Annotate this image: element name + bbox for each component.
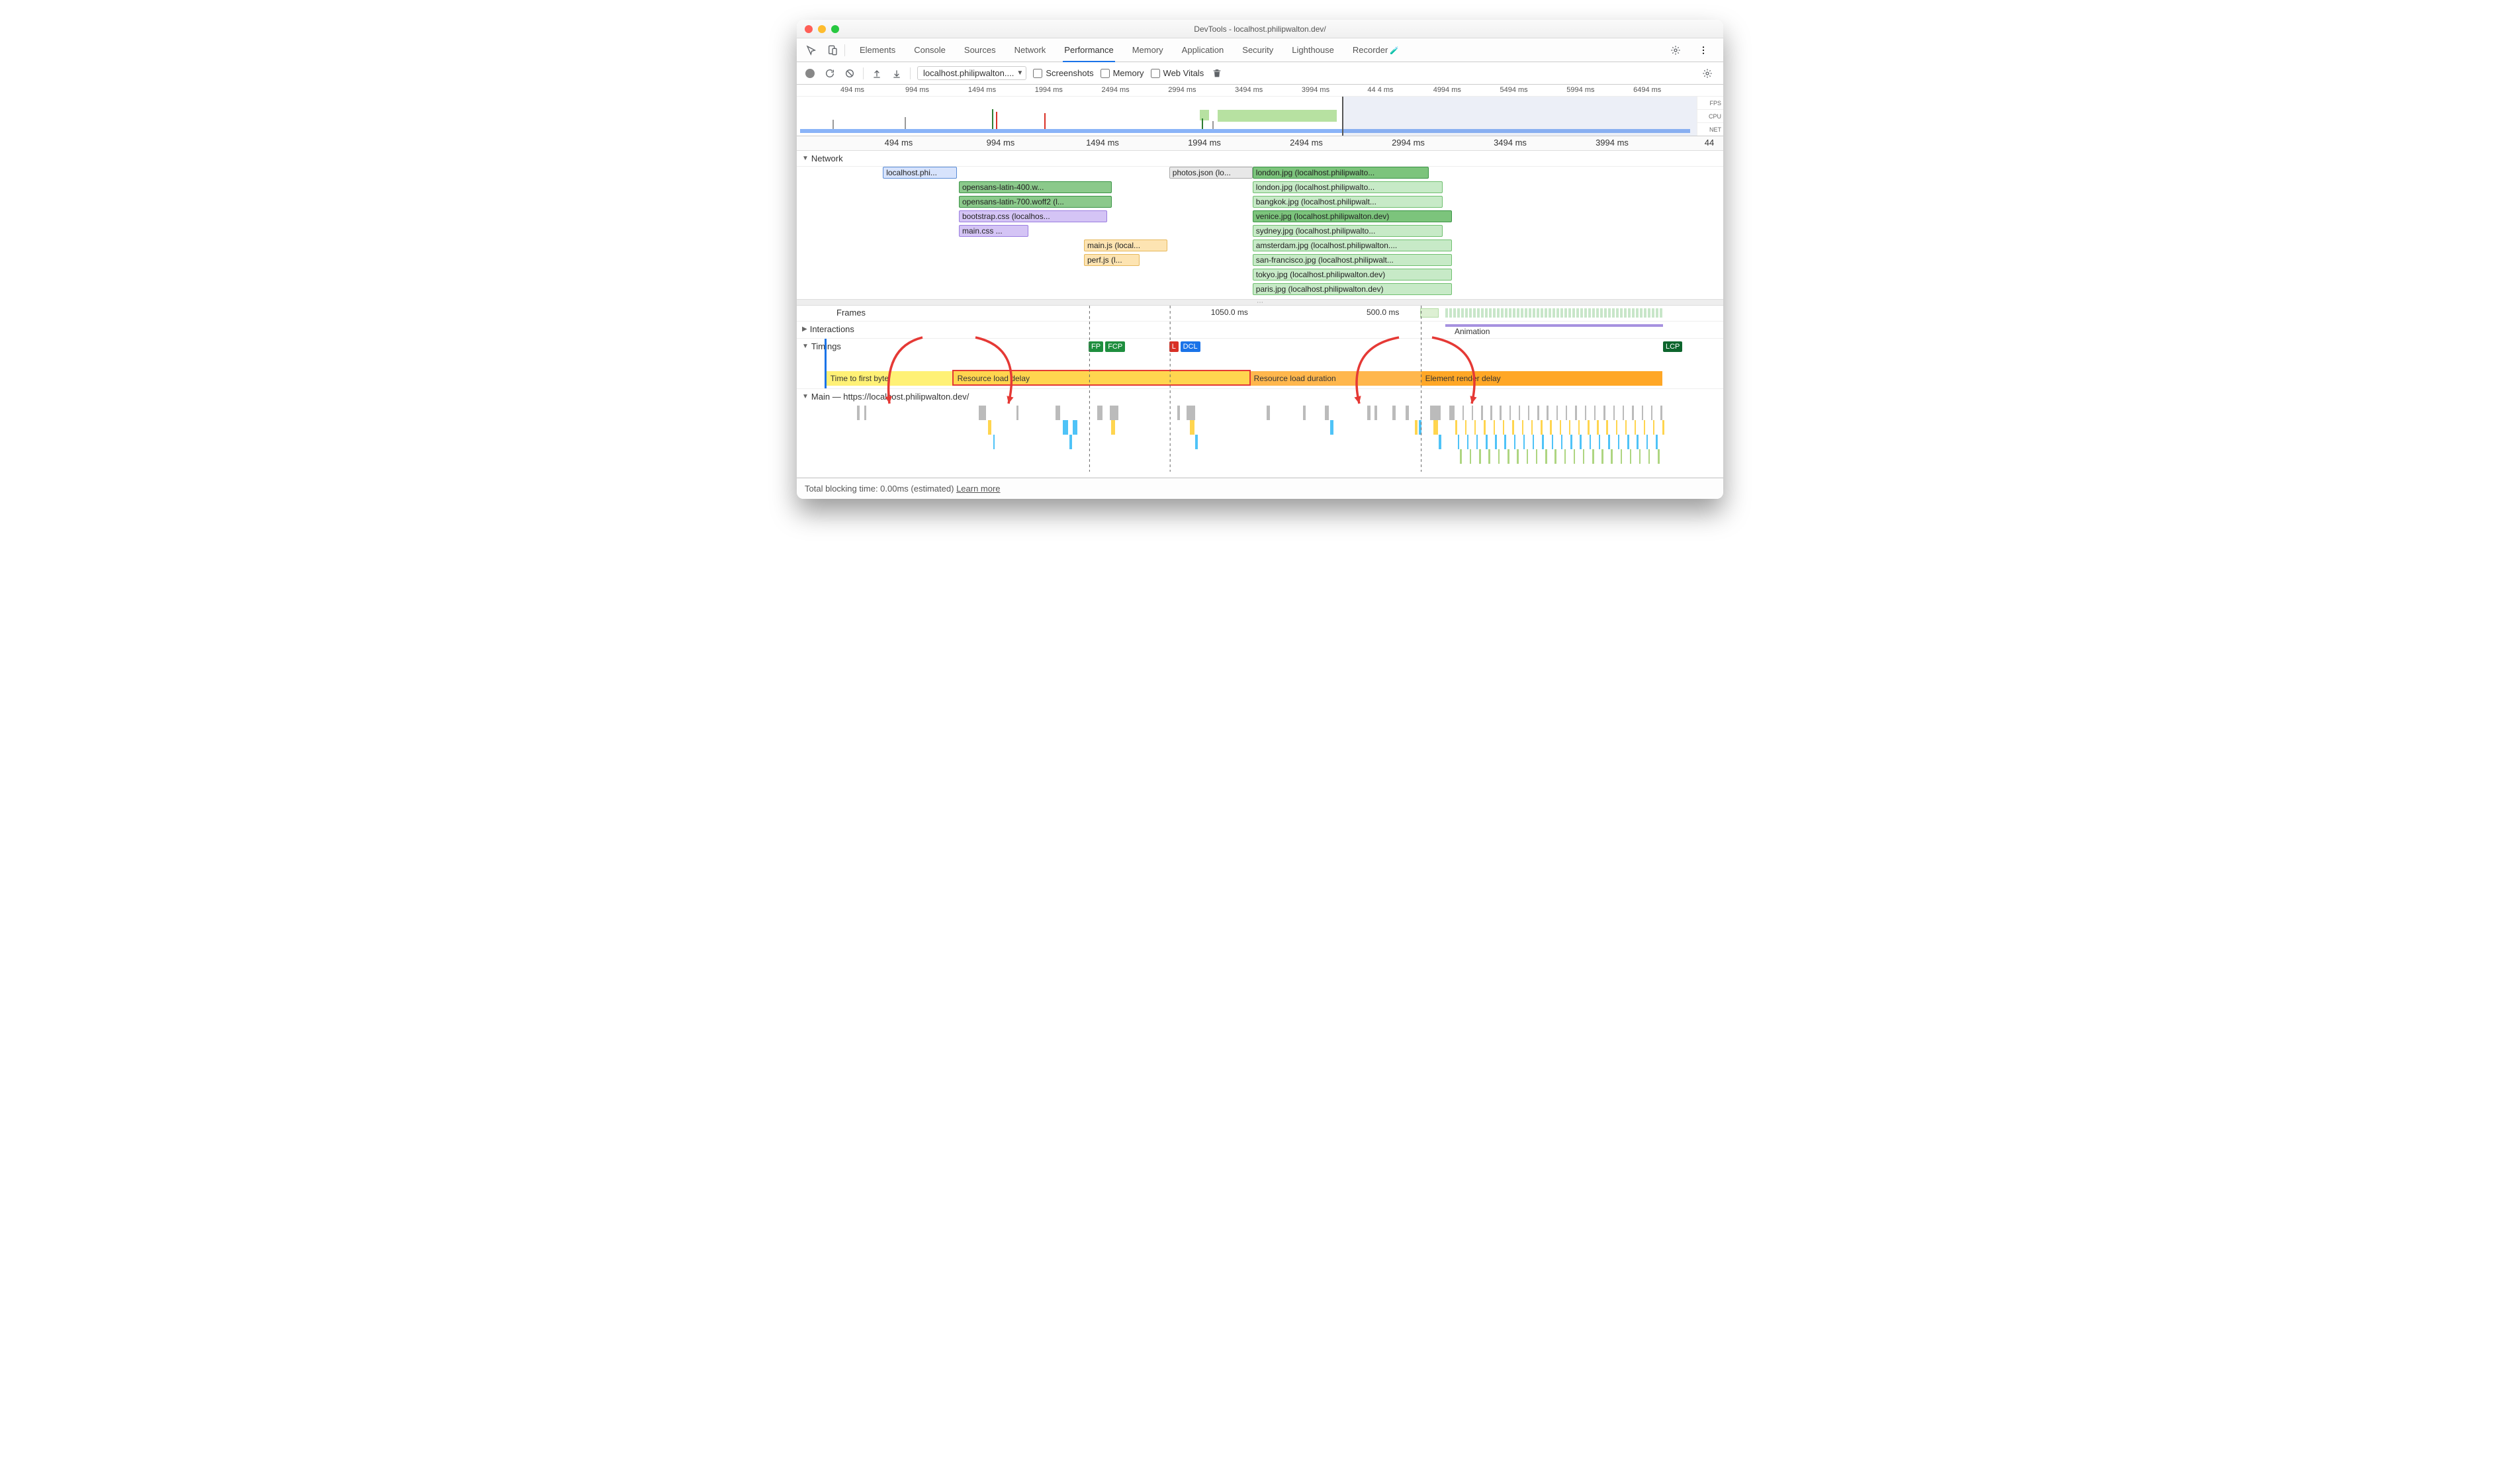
network-request[interactable]: san-francisco.jpg (localhost.philipwalt.… (1253, 254, 1452, 266)
perf-toolbar: localhost.philipwalton.... ▼ Screenshots… (797, 62, 1723, 85)
webvitals-checkbox[interactable]: Web Vitals (1151, 68, 1204, 78)
device-icon[interactable] (823, 45, 842, 56)
network-request[interactable]: tokyo.jpg (localhost.philipwalton.dev) (1253, 269, 1452, 281)
network-request[interactable]: photos.json (lo... (1169, 167, 1253, 179)
source-selector-text: localhost.philipwalton.... (923, 68, 1014, 78)
tab-performance[interactable]: Performance (1063, 38, 1114, 62)
interactions-row[interactable]: ▶Interactions Animation (797, 322, 1723, 339)
min-dot[interactable] (818, 25, 826, 33)
gear-icon[interactable] (1666, 45, 1685, 56)
network-request[interactable]: london.jpg (localhost.philipwalto... (1253, 181, 1443, 193)
learn-more-link[interactable]: Learn more (956, 484, 1000, 494)
source-selector[interactable]: localhost.philipwalton.... ▼ (917, 66, 1026, 80)
network-request[interactable]: bootstrap.css (localhos... (959, 210, 1107, 222)
titlebar: DevTools - localhost.philipwalton.dev/ (797, 20, 1723, 38)
reload-icon[interactable] (823, 68, 836, 79)
network-request[interactable]: amsterdam.jpg (localhost.philipwalton...… (1253, 240, 1452, 251)
timing-badge-dcl[interactable]: DCL (1181, 341, 1200, 352)
panel-tabs: Elements Console Sources Network Performance… (858, 38, 1664, 62)
tab-network[interactable]: Network (1013, 38, 1048, 62)
frames-row[interactable]: Frames 1050.0 ms500.0 ms (797, 306, 1723, 322)
record-button[interactable] (803, 69, 817, 78)
main-thread-row[interactable]: ▼Main — https://localhost.philipwalton.d… (797, 389, 1723, 478)
network-request[interactable]: venice.jpg (localhost.philipwalton.dev) (1253, 210, 1452, 222)
tab-recorder[interactable]: Recorder 🧪 (1351, 38, 1400, 62)
memory-checkbox[interactable]: Memory (1101, 68, 1144, 78)
timing-segment[interactable]: Element render delay (1421, 371, 1662, 386)
timings-row[interactable]: ▼Timings Time to first byteResource load… (797, 339, 1723, 389)
window-title: DevTools - localhost.philipwalton.dev/ (797, 24, 1723, 34)
timing-badge-l[interactable]: L (1169, 341, 1179, 352)
timing-segment[interactable]: Time to first byte (827, 371, 954, 386)
overview-timeline[interactable]: 494 ms994 ms1494 ms1994 ms2494 ms2994 ms… (797, 85, 1723, 136)
tab-sources[interactable]: Sources (963, 38, 997, 62)
network-request[interactable]: main.js (local... (1084, 240, 1167, 251)
network-section-header[interactable]: ▼Network (797, 151, 1723, 167)
tab-elements[interactable]: Elements (858, 38, 897, 62)
network-request[interactable]: sydney.jpg (localhost.philipwalto... (1253, 225, 1443, 237)
settings-icon[interactable] (1698, 68, 1717, 79)
download-icon[interactable] (890, 68, 903, 79)
devtools-window: DevTools - localhost.philipwalton.dev/ E… (797, 20, 1723, 499)
timing-segment[interactable]: Resource load duration (1250, 371, 1421, 386)
horizontal-splitter[interactable]: ⋯ (797, 299, 1723, 306)
timing-badge-fp[interactable]: FP (1089, 341, 1103, 352)
network-request[interactable]: opensans-latin-400.w... (959, 181, 1112, 193)
tab-bar: Elements Console Sources Network Performance… (797, 38, 1723, 62)
trash-icon[interactable] (1210, 68, 1224, 79)
network-request[interactable]: paris.jpg (localhost.philipwalton.dev) (1253, 283, 1452, 295)
timing-segment[interactable]: Resource load delay (954, 371, 1250, 386)
timing-badge-fcp[interactable]: FCP (1105, 341, 1125, 352)
inspect-icon[interactable] (802, 45, 821, 56)
divider (844, 44, 845, 56)
traffic-lights (797, 25, 839, 33)
tab-memory[interactable]: Memory (1131, 38, 1165, 62)
max-dot[interactable] (831, 25, 839, 33)
close-dot[interactable] (805, 25, 813, 33)
footer: Total blocking time: 0.00ms (estimated) … (797, 478, 1723, 499)
network-request[interactable]: london.jpg (localhost.philipwalto... (1253, 167, 1429, 179)
main-ruler[interactable]: 494 ms994 ms1494 ms1994 ms2494 ms2994 ms… (797, 136, 1723, 151)
screenshots-checkbox[interactable]: Screenshots (1033, 68, 1093, 78)
network-request[interactable]: main.css ... (959, 225, 1028, 237)
tab-security[interactable]: Security (1241, 38, 1275, 62)
clear-icon[interactable] (843, 68, 856, 79)
frames-label: Frames (836, 308, 866, 318)
network-lane[interactable]: localhost.phi...opensans-latin-400.w... o… (797, 167, 1723, 299)
network-request[interactable]: localhost.phi... (883, 167, 957, 179)
footer-text: Total blocking time: 0.00ms (estimated) (805, 484, 954, 494)
tab-application[interactable]: Application (1181, 38, 1226, 62)
upload-icon[interactable] (870, 68, 883, 79)
tab-lighthouse[interactable]: Lighthouse (1290, 38, 1335, 62)
timing-badge-lcp[interactable]: LCP (1663, 341, 1682, 352)
network-request[interactable]: bangkok.jpg (localhost.philipwalt... (1253, 196, 1443, 208)
kebab-icon[interactable] (1694, 45, 1713, 56)
tab-console[interactable]: Console (913, 38, 947, 62)
network-request[interactable]: opensans-latin-700.woff2 (l... (959, 196, 1112, 208)
network-request[interactable]: perf.js (l... (1084, 254, 1140, 266)
